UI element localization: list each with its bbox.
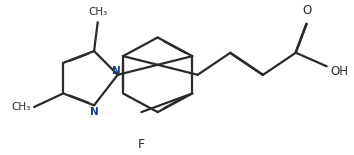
Text: OH: OH — [330, 65, 348, 78]
Text: N: N — [112, 66, 120, 76]
Text: O: O — [302, 4, 311, 17]
Text: N: N — [90, 107, 98, 117]
Text: CH₃: CH₃ — [88, 7, 107, 17]
Text: CH₃: CH₃ — [11, 102, 30, 112]
Text: F: F — [138, 137, 145, 151]
